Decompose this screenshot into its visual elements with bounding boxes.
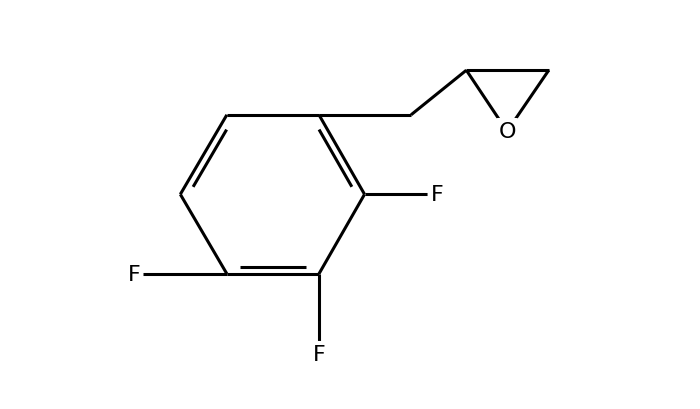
Text: O: O xyxy=(498,122,516,142)
Text: F: F xyxy=(313,344,326,364)
Text: F: F xyxy=(127,264,140,284)
Text: F: F xyxy=(431,185,444,205)
